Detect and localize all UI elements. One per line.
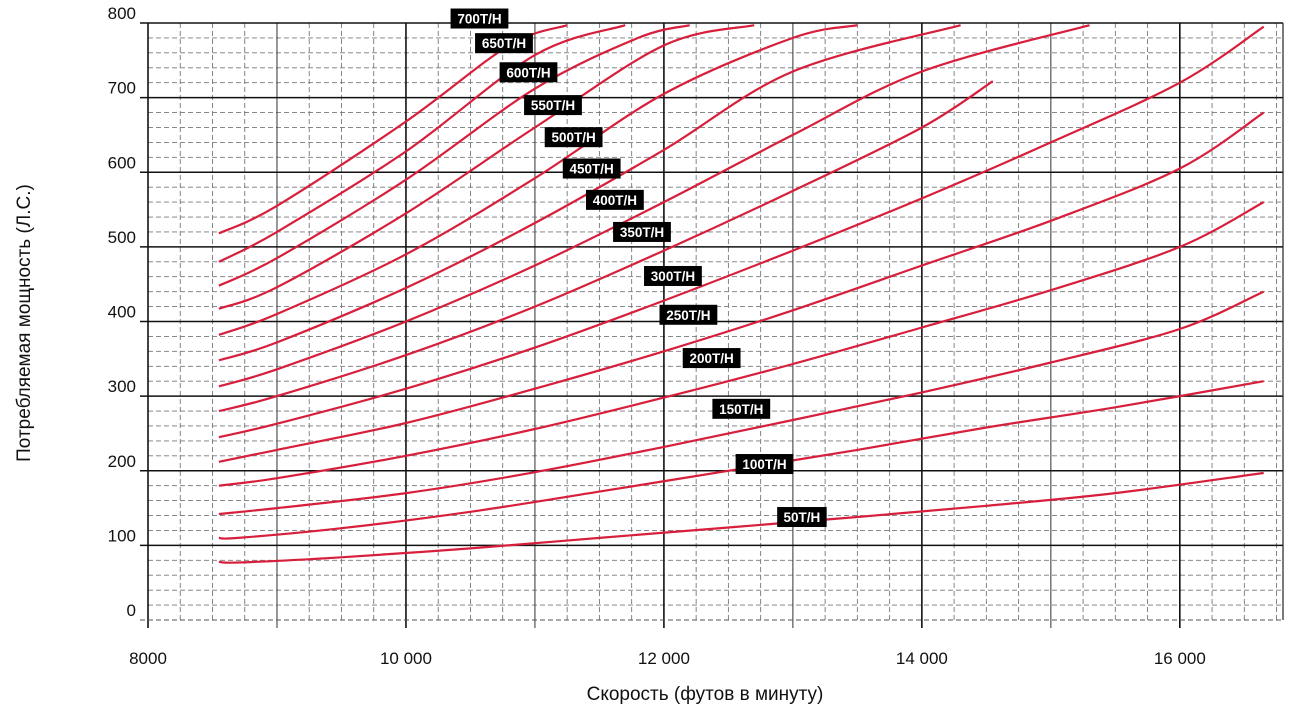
series-label: 600T/H (499, 62, 558, 83)
series-label-text: 300T/H (651, 269, 695, 284)
y-tick-label: 500 (108, 228, 136, 247)
series-line-200th (218, 201, 1265, 487)
series-label-box (613, 221, 671, 242)
series-label: 350T/H (613, 221, 671, 242)
series-label-text: 500T/H (551, 130, 595, 145)
series-label: 50T/H (777, 507, 827, 528)
series-label-box (524, 95, 582, 116)
series-label-box (562, 158, 621, 179)
series-label-text: 150T/H (719, 402, 763, 417)
x-tick-label: 8000 (129, 649, 167, 668)
series-label: 700T/H (450, 8, 509, 29)
y-tick-label: 100 (108, 526, 136, 545)
series-label: 150T/H (712, 398, 771, 419)
series-label: 200T/H (682, 348, 741, 369)
series-label-box (475, 33, 533, 54)
y-tick-label: 400 (108, 303, 136, 322)
series-line-250th (218, 111, 1265, 463)
series-label: 400T/H (585, 189, 644, 210)
major-grid (140, 22, 1284, 628)
y-tick-label: 0 (127, 601, 136, 620)
series-label-box (682, 348, 741, 369)
y-tick-label: 600 (108, 153, 136, 172)
x-tick-label: 12 000 (638, 649, 690, 668)
series-lines (218, 24, 1265, 564)
x-tick-label: 16 000 (1154, 649, 1206, 668)
series-label-box (712, 398, 771, 419)
series-line-300th (218, 25, 1265, 439)
series-label-text: 400T/H (593, 193, 637, 208)
series-label-box (450, 8, 509, 29)
series-line-550th (218, 24, 755, 310)
series-label-box (644, 265, 702, 286)
series-label-text: 100T/H (742, 457, 786, 472)
series-line-400th (218, 24, 1090, 388)
series-label-text: 650T/H (482, 36, 526, 51)
series-label-box (777, 507, 827, 528)
series-label-text: 600T/H (506, 65, 550, 80)
y-axis-title: Потребляемая мощность (Л.С.) (14, 184, 35, 462)
series-line-600th (218, 24, 690, 287)
x-axis-ticks: 8000 10 000 12 000 14 000 16 000 (129, 649, 1206, 668)
series-label-text: 350T/H (620, 225, 664, 240)
series-label: 500T/H (544, 127, 603, 148)
series-label: 650T/H (475, 33, 533, 54)
series-label: 550T/H (524, 95, 582, 116)
series-label-text: 450T/H (570, 162, 614, 177)
series-line-450th (218, 24, 961, 362)
series-label-text: 700T/H (457, 12, 501, 27)
series-labels: 50T/H 100T/H 150T/H 200T/H 250T/H 300T/H 350T/… (450, 8, 827, 528)
series-line-350th (218, 80, 994, 413)
x-tick-label: 14 000 (896, 649, 948, 668)
series-label-text: 50T/H (784, 510, 821, 525)
series-label: 100T/H (735, 454, 794, 475)
series-line-650th (218, 24, 626, 263)
series-line-150th (218, 290, 1265, 516)
series-label-text: 200T/H (689, 351, 733, 366)
series-label-box (735, 454, 794, 475)
series-label-box (544, 127, 603, 148)
series-label-text: 250T/H (666, 308, 710, 323)
series-label-box (499, 62, 558, 83)
series-label-box (585, 189, 644, 210)
x-tick-label: 10 000 (380, 649, 432, 668)
series-label-text: 550T/H (531, 98, 575, 113)
series-line-100th (218, 380, 1264, 540)
y-tick-label: 800 (108, 4, 136, 23)
y-axis-ticks: 0 100 200 300 400 500 600 700 800 (108, 4, 136, 620)
series-line-50th (218, 471, 1264, 564)
series-label: 300T/H (644, 265, 702, 286)
series-label: 250T/H (659, 304, 718, 325)
x-axis-title: Скорость (футов в минуту) (587, 684, 824, 705)
y-tick-label: 300 (108, 377, 136, 396)
series-line-500th (218, 24, 858, 336)
y-tick-label: 200 (108, 452, 136, 471)
series-label-box (659, 304, 718, 325)
y-tick-label: 700 (108, 79, 136, 98)
series-label: 450T/H (562, 158, 621, 179)
